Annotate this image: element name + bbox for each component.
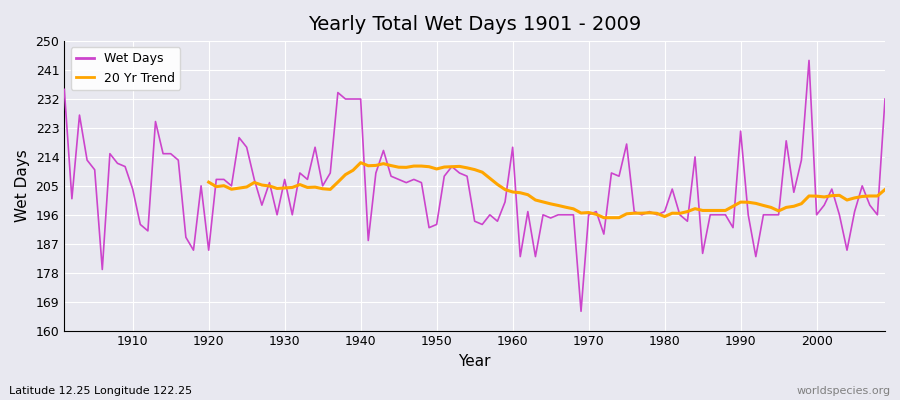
Wet Days [879, 97, 890, 102]
Text: worldspecies.org: worldspecies.org [796, 386, 891, 396]
Title: Yearly Total Wet Days 1901 - 2009: Yearly Total Wet Days 1901 - 2009 [308, 15, 642, 34]
20 Yr Trend [508, 190, 518, 194]
20 Yr Trend [287, 185, 298, 190]
Wet Days [576, 309, 587, 314]
20 Yr Trend [879, 187, 890, 192]
20 Yr Trend [500, 187, 510, 192]
Wet Days [500, 200, 510, 204]
Line: 20 Yr Trend: 20 Yr Trend [209, 163, 885, 218]
Wet Days [508, 145, 518, 150]
Wet Days [120, 164, 130, 169]
20 Yr Trend [332, 180, 343, 184]
X-axis label: Year: Year [458, 354, 491, 369]
Wet Days [287, 212, 298, 217]
Text: Latitude 12.25 Longitude 122.25: Latitude 12.25 Longitude 122.25 [9, 386, 192, 396]
Wet Days [804, 58, 814, 63]
Y-axis label: Wet Days: Wet Days [15, 150, 30, 222]
Wet Days [58, 87, 69, 92]
Line: Wet Days: Wet Days [64, 60, 885, 311]
20 Yr Trend [598, 215, 609, 220]
Wet Days [606, 170, 616, 175]
Legend: Wet Days, 20 Yr Trend: Wet Days, 20 Yr Trend [70, 47, 180, 90]
Wet Days [332, 90, 343, 95]
